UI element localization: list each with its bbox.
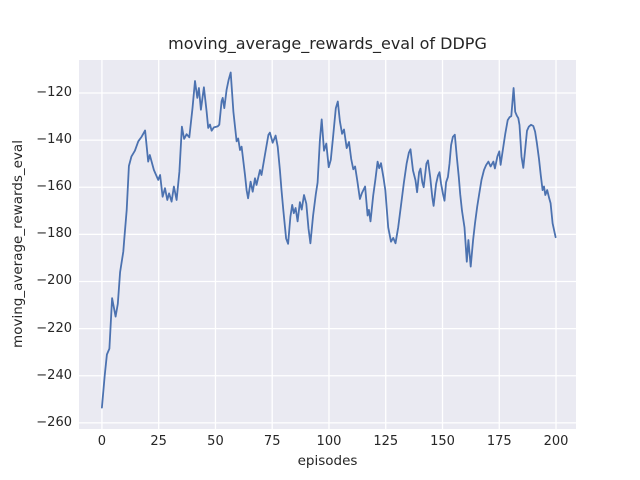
plot-svg (79, 60, 576, 429)
y-axis-label-text: moving_average_rewards_eval (10, 140, 26, 348)
y-tick-label: −140 (36, 132, 72, 148)
x-tick-label: 50 (207, 434, 224, 449)
y-tick-label: −240 (36, 367, 72, 383)
y-tick-label: −160 (36, 179, 72, 195)
x-tick-label: 25 (150, 434, 167, 449)
x-axis-label: episodes (297, 453, 358, 469)
x-tick-label: 200 (543, 434, 569, 449)
y-tick-label: −180 (36, 226, 72, 242)
data-line (100, 71, 557, 409)
x-tick-label: 150 (430, 434, 455, 449)
chart-title: moving_average_rewards_eval of DDPG (168, 34, 487, 53)
x-tick-label: 175 (486, 434, 512, 449)
x-tick-label: 100 (316, 434, 342, 449)
x-tick-label: 0 (97, 434, 107, 449)
x-tick-label: 75 (263, 434, 281, 449)
y-tick-label: −220 (36, 320, 72, 336)
x-tick-label: 125 (373, 434, 399, 449)
y-tick-label: −260 (36, 414, 72, 430)
y-tick-label: −200 (36, 273, 72, 289)
y-tick-label: −120 (36, 84, 72, 100)
plot-area (79, 60, 576, 429)
